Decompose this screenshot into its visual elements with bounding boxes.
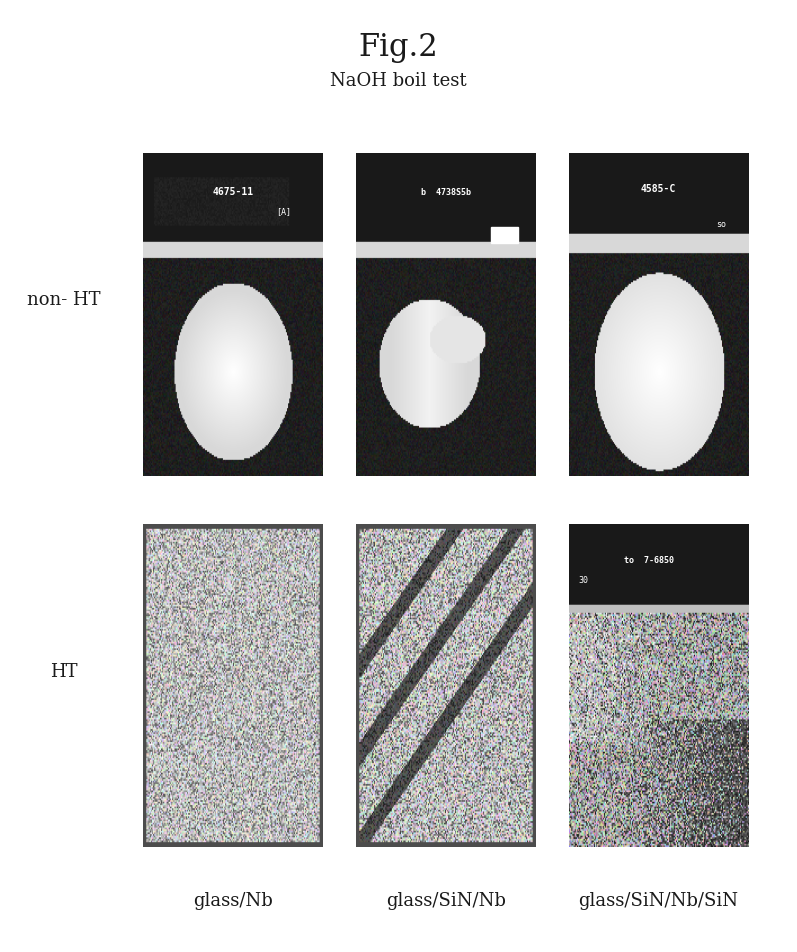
Text: non- HT: non- HT [27,291,100,308]
Text: glass/SiN/Nb/SiN: glass/SiN/Nb/SiN [579,891,738,908]
Text: HT: HT [50,663,77,680]
Text: glass/Nb: glass/Nb [194,891,273,908]
Text: [A]: [A] [276,207,291,216]
Text: so: so [717,220,726,228]
Text: b  4738S5b: b 4738S5b [421,188,471,197]
Bar [491,228,517,244]
Text: 30: 30 [578,575,588,585]
Text: glass/SiN/Nb: glass/SiN/Nb [386,891,506,908]
Text: NaOH boil test: NaOH boil test [330,72,467,89]
Text: 4675-11: 4675-11 [213,188,253,197]
Text: 4585-C: 4585-C [641,184,676,194]
Text: to  7-6850: to 7-6850 [624,556,674,565]
Text: Fig.2: Fig.2 [359,32,438,63]
